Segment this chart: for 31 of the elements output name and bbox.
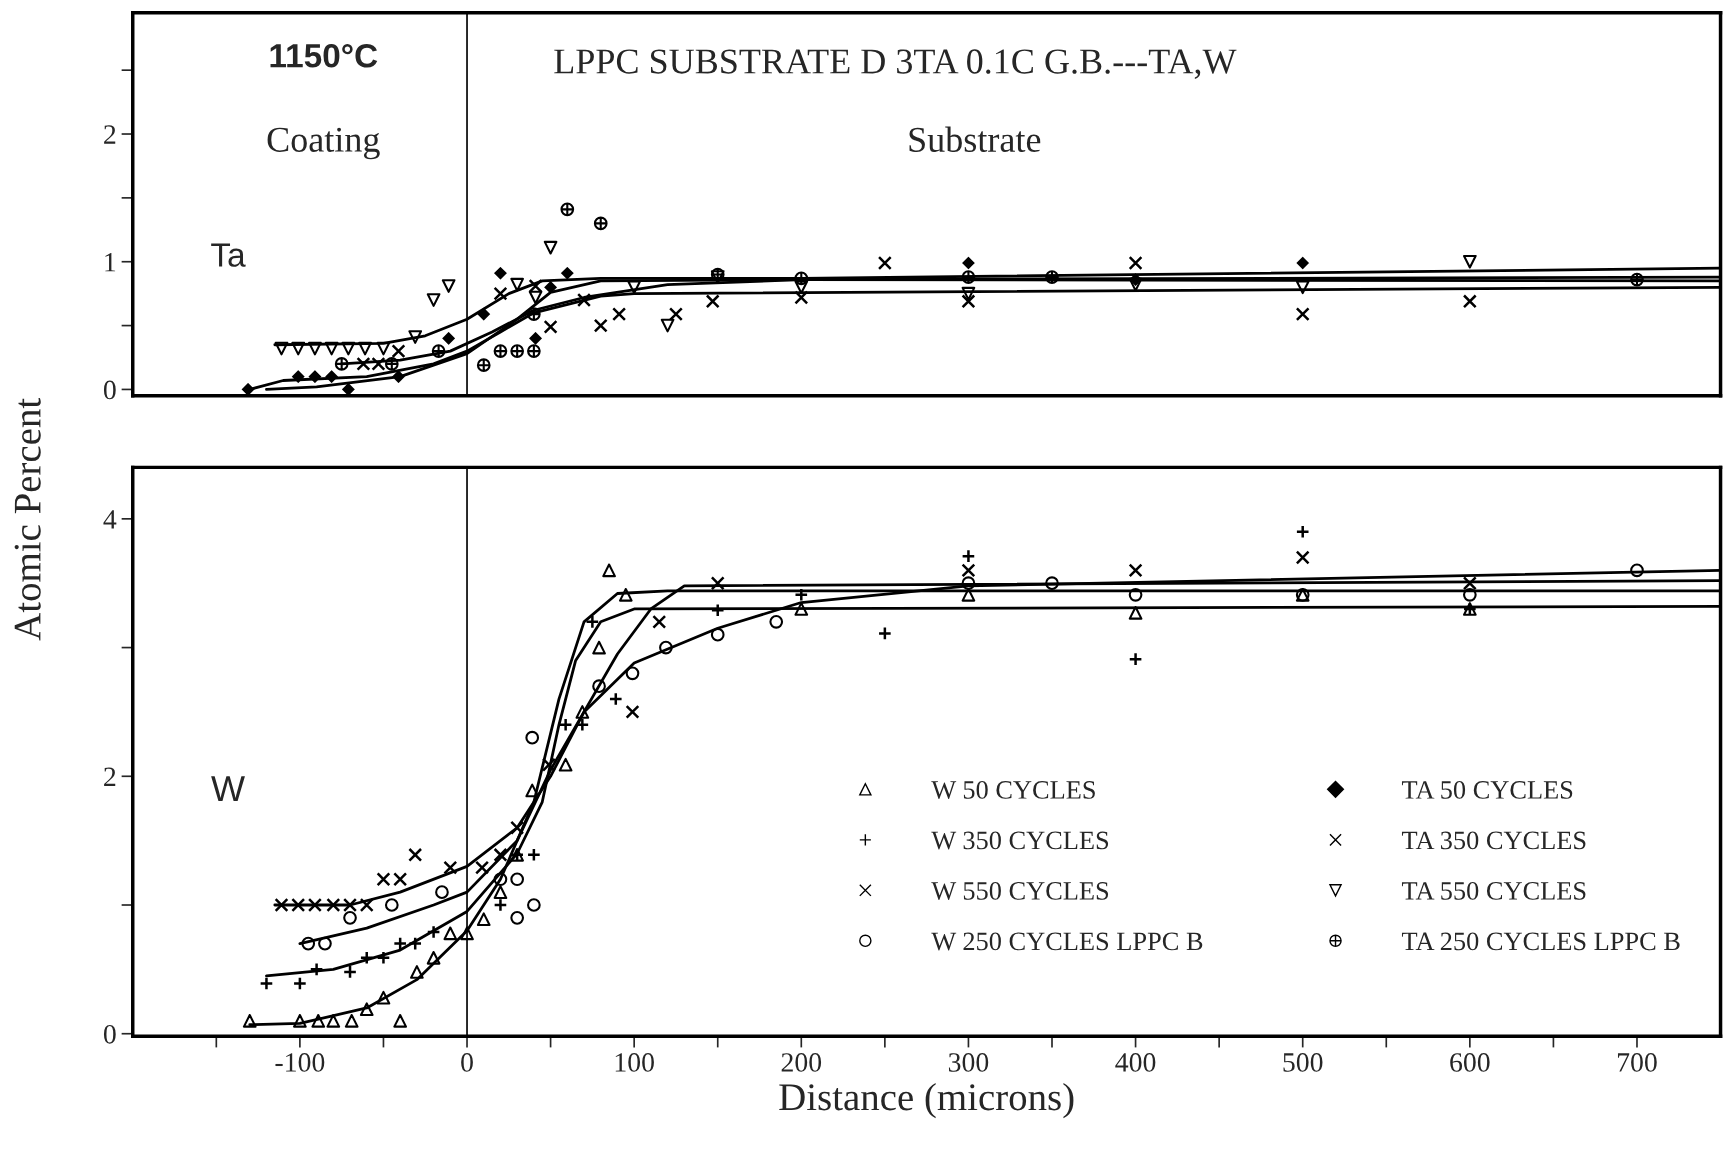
legend-label: W 550 CYCLES <box>931 882 1109 900</box>
y-tick-label: 4 <box>103 510 117 529</box>
x-tick-label: 400 <box>1115 1053 1156 1072</box>
y-tick-label: 0 <box>103 380 116 400</box>
y-tick-label: 2 <box>104 767 116 786</box>
legend-label: TA 350 CYCLES <box>1401 831 1586 850</box>
annotation: W <box>211 776 245 801</box>
x-tick-label: 0 <box>461 1053 473 1072</box>
y-tick-label: 0 <box>103 1024 116 1044</box>
annotation: Ta <box>211 243 246 267</box>
legend-label: W 250 CYCLES LPPC B <box>931 932 1203 951</box>
annotation: 1150°C <box>270 44 378 68</box>
legend-label: TA 50 CYCLES <box>1401 781 1573 799</box>
y-tick-label: 1 <box>105 253 116 272</box>
legend-label: W 350 CYCLES <box>931 831 1109 850</box>
annotation: Substrate <box>909 126 1041 152</box>
x-tick-label: 300 <box>948 1053 989 1072</box>
x-tick-label: 700 <box>1617 1053 1657 1072</box>
legend-label: W 50 CYCLES <box>931 781 1095 799</box>
legend-label: TA 550 CYCLES <box>1401 882 1586 900</box>
x-tick-label: 200 <box>781 1053 822 1072</box>
y-axis-title: Atomic Percent <box>14 398 41 641</box>
x-tick-label: 600 <box>1450 1053 1490 1072</box>
x-tick-label: -100 <box>275 1053 325 1072</box>
x-tick-label: 500 <box>1283 1053 1323 1072</box>
x-axis-title: Distance (microns) <box>779 1083 1074 1119</box>
legend-label: TA 250 CYCLES LPPC B <box>1401 932 1680 951</box>
text: LPPC SUBSTRATE D 3TA 0.1C G.B.---TA,W <box>554 49 1237 79</box>
annotation: Coating <box>267 127 380 160</box>
x-tick-label: 100 <box>615 1053 654 1072</box>
y-tick-label: 2 <box>104 125 116 144</box>
